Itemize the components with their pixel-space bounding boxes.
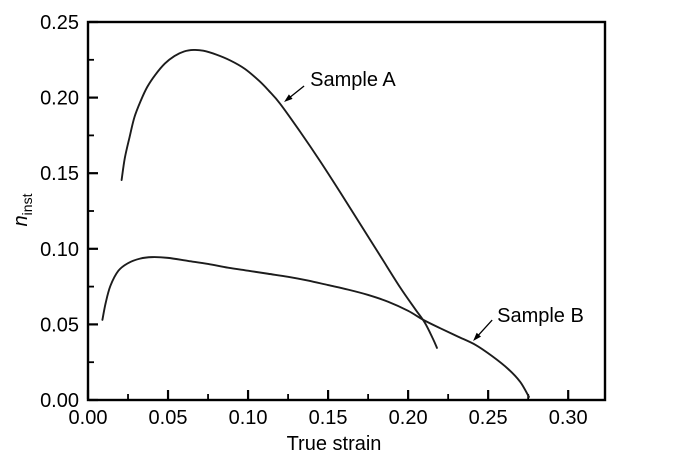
plot-frame [86, 20, 607, 402]
y-axis-title: ninst [10, 193, 35, 226]
x-tick-label: 0.20 [389, 407, 428, 429]
y-tick-label: 0.25 [40, 12, 79, 34]
annotation-arrowhead-sample-a [284, 94, 293, 102]
y-tick-label: 0.20 [40, 88, 79, 110]
y-tick-label: 0.00 [40, 390, 79, 412]
y-tick-label: 0.15 [40, 163, 79, 185]
annotation-label-sample-b: Sample B [497, 305, 584, 327]
annotation-label-sample-a: Sample A [310, 69, 396, 91]
x-tick-label: 0.30 [549, 407, 588, 429]
x-tick-label: 0.00 [69, 407, 108, 429]
annotation-arrowhead-sample-b [473, 332, 481, 342]
y-tick-label: 0.10 [40, 239, 79, 261]
x-tick-label: 0.05 [149, 407, 188, 429]
x-tick-label: 0.10 [229, 407, 268, 429]
x-tick-label: 0.15 [309, 407, 348, 429]
x-tick-label: 0.25 [469, 407, 508, 429]
y-tick-label: 0.05 [40, 314, 79, 336]
curve-sample-a [120, 48, 438, 349]
curve-sample-b [101, 256, 530, 398]
x-axis-title: True strain [287, 433, 382, 455]
